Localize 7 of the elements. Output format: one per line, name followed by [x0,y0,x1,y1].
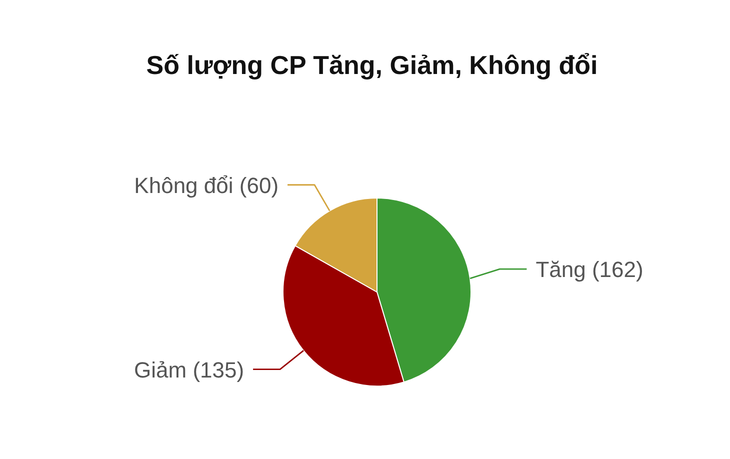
slice-label: Tăng [536,256,586,282]
data-label: (135) [192,356,244,382]
slice-label: Không đổi [134,172,234,198]
chart-title: Số lượng CP Tăng, Giảm, Không đổi [145,50,599,80]
slice-label: Giảm [134,356,187,382]
data-label: (162) [592,256,644,282]
data-label: (60) [239,172,279,198]
